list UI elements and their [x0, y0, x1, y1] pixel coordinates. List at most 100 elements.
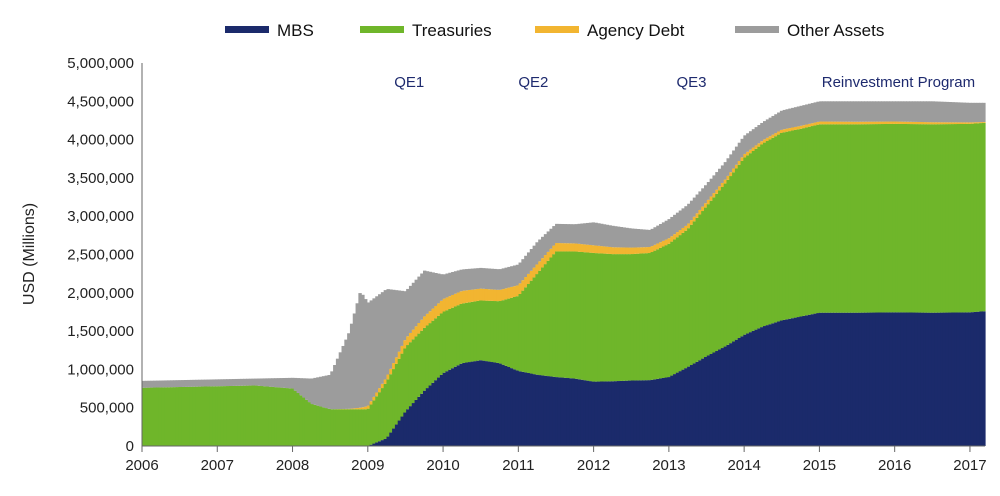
bar-segment-mbs — [836, 312, 840, 446]
bar-segment-treasuries — [881, 124, 885, 313]
bar-segment-other-assets — [577, 223, 581, 244]
bar-segment-treasuries — [431, 320, 435, 383]
bar-segment-mbs — [678, 371, 683, 446]
bar-segment-treasuries — [706, 204, 711, 356]
bar-segment-agency-debt — [771, 134, 775, 138]
bar-segment-mbs — [841, 312, 846, 446]
bar-segment-treasuries — [777, 134, 781, 322]
bar-segment-other-assets — [748, 131, 753, 150]
bar-segment-treasuries — [844, 124, 848, 313]
bar-segment-other-assets — [504, 267, 508, 289]
bar-segment-agency-debt — [465, 290, 469, 303]
bar-segment-treasuries — [372, 400, 376, 444]
bar-segment-mbs — [456, 365, 461, 446]
bar-segment-treasuries — [566, 251, 570, 379]
bar-segment-agency-debt — [378, 388, 382, 393]
bar-segment-other-assets — [903, 101, 907, 122]
bar-segment-agency-debt — [630, 247, 635, 255]
y-tick-label: 4,000,000 — [67, 132, 134, 149]
bar-segment-other-assets — [659, 223, 663, 243]
bar-segment-treasuries — [827, 124, 832, 313]
bar-segment-treasuries — [512, 297, 517, 370]
bar-segment-treasuries — [251, 385, 255, 446]
bar-segment-treasuries — [712, 197, 716, 353]
bar-segment-treasuries — [150, 387, 154, 446]
x-tick-label: 2006 — [125, 457, 158, 474]
bar-segment-treasuries — [479, 300, 483, 361]
bar-segment-treasuries — [864, 124, 868, 313]
bar-segment-treasuries — [830, 124, 834, 313]
bar-segment-agency-debt — [594, 245, 598, 254]
bar-segment-mbs — [858, 312, 862, 446]
bar-segment-treasuries — [296, 392, 300, 446]
bar-segment-treasuries — [667, 243, 671, 378]
bar-segment-mbs — [720, 348, 725, 446]
bar-segment-agency-debt — [954, 122, 958, 125]
bar-segment-mbs — [765, 325, 770, 446]
bar-segment-other-assets — [959, 102, 964, 123]
bar-segment-agency-debt — [911, 121, 916, 125]
bar-segment-treasuries — [768, 139, 773, 325]
bar-segment-mbs — [878, 312, 882, 446]
bar-segment-agency-debt — [701, 206, 705, 212]
bar-segment-other-assets — [850, 101, 854, 122]
bar-segment-treasuries — [673, 239, 677, 375]
bar-segment-other-assets — [496, 269, 500, 290]
bar-segment-mbs — [732, 341, 736, 446]
bar-segment-other-assets — [765, 119, 770, 138]
bar-segment-agency-debt — [959, 122, 964, 124]
bar-segment-treasuries — [600, 253, 604, 382]
bar-segment-other-assets — [549, 228, 553, 249]
bar-segment-agency-debt — [448, 296, 452, 309]
bar-segment-treasuries — [861, 124, 865, 313]
bar-segment-mbs — [532, 374, 536, 446]
bar-segment-other-assets — [302, 378, 306, 398]
bar-segment-other-assets — [223, 379, 227, 387]
bar-segment-mbs — [861, 312, 865, 446]
bar-segment-mbs — [473, 361, 477, 446]
bar-segment-other-assets — [746, 133, 750, 152]
bar-segment-mbs — [484, 361, 489, 446]
bar-segment-treasuries — [549, 257, 553, 377]
bar-segment-agency-debt — [442, 298, 447, 312]
bar-segment-treasuries — [293, 390, 298, 446]
bar-segment-mbs — [925, 312, 930, 446]
bar-segment-mbs — [757, 328, 761, 446]
bar-segment-other-assets — [979, 102, 983, 123]
bar-segment-other-assets — [600, 223, 604, 247]
bar-segment-other-assets — [296, 378, 300, 393]
bar-segment-mbs — [650, 379, 655, 446]
bar-segment-mbs — [855, 312, 860, 446]
bar-segment-other-assets — [771, 115, 775, 135]
bar-segment-other-assets — [611, 225, 615, 248]
bar-segment-agency-debt — [403, 340, 407, 349]
bar-segment-treasuries — [319, 406, 323, 446]
legend-label: Other Assets — [787, 21, 884, 40]
bar-segment-other-assets — [681, 208, 685, 228]
bar-segment-agency-debt — [555, 243, 559, 252]
bar-segment-other-assets — [285, 377, 289, 389]
x-tick-label: 2015 — [803, 457, 836, 474]
bar-segment-mbs — [470, 361, 475, 446]
bar-segment-other-assets — [802, 105, 806, 126]
bar-segment-agency-debt — [706, 199, 711, 205]
bar-segment-treasuries — [172, 387, 177, 446]
bar-segment-other-assets — [571, 224, 576, 244]
bar-segment-treasuries — [959, 123, 964, 313]
bar-segment-treasuries — [333, 409, 337, 446]
bar-segment-other-assets — [532, 245, 536, 268]
bar-segment-other-assets — [212, 379, 216, 387]
bar-segment-treasuries — [906, 124, 910, 313]
bar-segment-agency-debt — [785, 128, 789, 132]
bar-segment-treasuries — [847, 124, 851, 313]
bar-segment-agency-debt — [793, 126, 798, 130]
bar-segment-mbs — [614, 381, 618, 446]
bar-segment-other-assets — [324, 375, 329, 409]
bar-segment-treasuries — [948, 124, 952, 313]
bar-segment-other-assets — [836, 101, 840, 122]
bar-segment-treasuries — [400, 353, 404, 417]
bar-segment-agency-debt — [763, 139, 767, 143]
bar-segment-other-assets — [664, 220, 669, 240]
bar-segment-agency-debt — [886, 121, 891, 124]
bar-segment-mbs — [619, 380, 624, 446]
